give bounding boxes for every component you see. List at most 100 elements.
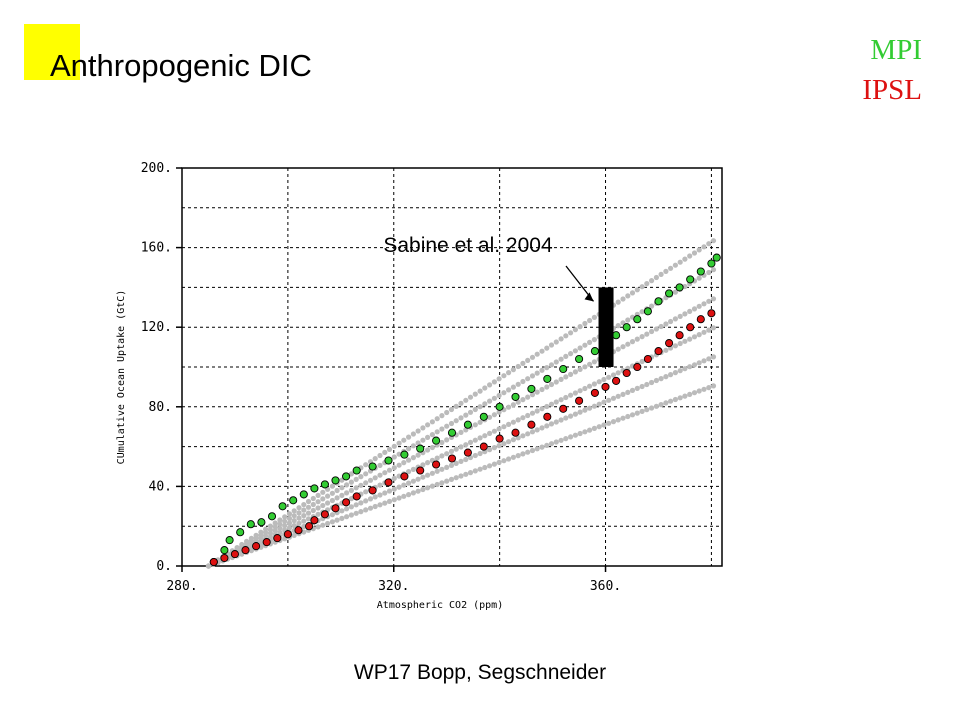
ensemble-point xyxy=(363,480,369,486)
legend: MPI IPSL xyxy=(862,30,922,110)
ensemble-point xyxy=(563,415,569,421)
ensemble-point xyxy=(553,359,559,365)
x-axis-title: Atmospheric CO2 (ppm) xyxy=(377,600,503,611)
ensemble-point xyxy=(548,421,555,427)
ensemble-point xyxy=(429,419,435,425)
footer-credit: WP17 Bopp, Segschneider xyxy=(353,661,607,684)
ensemble-point xyxy=(482,464,488,471)
ensemble-point xyxy=(520,451,526,457)
ensemble-point xyxy=(291,518,297,524)
ensemble-point xyxy=(463,412,469,418)
ensemble-point xyxy=(329,512,335,518)
ensemble-point xyxy=(377,462,383,468)
ensemble-point xyxy=(448,406,455,413)
ensemble-point xyxy=(553,419,559,425)
ensemble-point xyxy=(501,458,507,464)
ensemble-point xyxy=(515,417,521,423)
ensemble-point xyxy=(544,384,550,390)
ensemble-point xyxy=(448,476,455,482)
ensemble-point xyxy=(453,446,459,452)
ensemble-point xyxy=(382,500,388,506)
ensemble-point xyxy=(653,326,660,332)
ensemble-point xyxy=(439,439,445,446)
ensemble-point xyxy=(687,364,693,370)
ensemble-point xyxy=(277,517,283,523)
ensemble-point xyxy=(649,328,655,335)
ensemble-point xyxy=(587,317,593,324)
ensemble-point xyxy=(649,278,655,284)
ensemble-point xyxy=(649,379,655,386)
ensemble-point xyxy=(696,360,702,366)
mpi-point xyxy=(368,462,377,471)
ensemble-point xyxy=(553,439,559,445)
ensemble-point xyxy=(482,401,488,407)
ensemble-point xyxy=(467,409,474,415)
ensemble-point xyxy=(367,505,374,511)
ensemble-point xyxy=(710,238,717,244)
ensemble-point xyxy=(506,456,512,462)
ensemble-point xyxy=(515,381,521,387)
ensemble-point xyxy=(315,511,321,517)
ensemble-point xyxy=(272,520,278,526)
ensemble-point xyxy=(477,435,483,441)
mpi-point xyxy=(612,331,621,340)
ensemble-point xyxy=(353,476,359,482)
ensemble-point xyxy=(205,563,212,569)
ipsl-point xyxy=(707,309,716,318)
ensemble-point xyxy=(701,329,707,335)
ensemble-point xyxy=(629,290,636,296)
ensemble-point xyxy=(467,470,474,476)
ensemble-point xyxy=(539,367,545,373)
ensemble-point xyxy=(634,287,640,293)
ensemble-point xyxy=(477,404,483,410)
ensemble-point xyxy=(529,373,536,379)
ipsl-point xyxy=(352,492,361,501)
ensemble-point xyxy=(415,488,421,494)
ensemble-point xyxy=(634,410,640,416)
ensemble-point xyxy=(525,357,531,363)
ensemble-point xyxy=(301,523,307,530)
ensemble-point xyxy=(291,532,297,539)
ensemble-point xyxy=(425,422,431,428)
ensemble-point xyxy=(610,419,617,425)
ensemble-point xyxy=(510,402,516,408)
ipsl-point xyxy=(543,412,552,421)
ensemble-point xyxy=(625,389,631,395)
ensemble-point xyxy=(529,354,536,360)
ensemble-point xyxy=(534,351,540,357)
ensemble-point xyxy=(434,455,440,461)
ensemble-point xyxy=(696,275,702,281)
ensemble-point xyxy=(463,442,469,448)
ensemble-point xyxy=(325,520,331,527)
ensemble-point xyxy=(372,503,378,510)
ensemble-point xyxy=(501,424,507,430)
ensemble-point xyxy=(520,378,526,385)
ensemble-point xyxy=(377,472,383,478)
ensemble-point xyxy=(687,391,693,397)
ensemble-point xyxy=(439,453,445,459)
ensemble-point xyxy=(582,342,588,348)
ensemble-point xyxy=(305,510,312,516)
ensemble-point xyxy=(391,497,397,503)
ensemble-point xyxy=(277,521,283,527)
ensemble-point xyxy=(620,344,626,350)
ensemble-point xyxy=(701,358,707,364)
ensemble-point xyxy=(444,478,450,484)
ensemble-point xyxy=(568,413,574,419)
ensemble-point xyxy=(568,371,574,377)
ensemble-point xyxy=(382,449,388,455)
mpi-point xyxy=(432,436,441,445)
ensemble-point xyxy=(691,362,698,368)
ensemble-point xyxy=(672,262,679,268)
ensemble-point xyxy=(491,428,497,434)
ensemble-point xyxy=(277,529,283,535)
ensemble-point xyxy=(396,484,402,490)
ensemble-point xyxy=(596,424,602,430)
ensemble-point xyxy=(668,398,674,404)
ipsl-point xyxy=(384,478,393,487)
ensemble-point xyxy=(601,399,607,405)
ensemble-point xyxy=(444,409,450,416)
ensemble-point xyxy=(429,444,435,451)
ensemble-point xyxy=(410,443,416,449)
ensemble-point xyxy=(668,372,674,378)
